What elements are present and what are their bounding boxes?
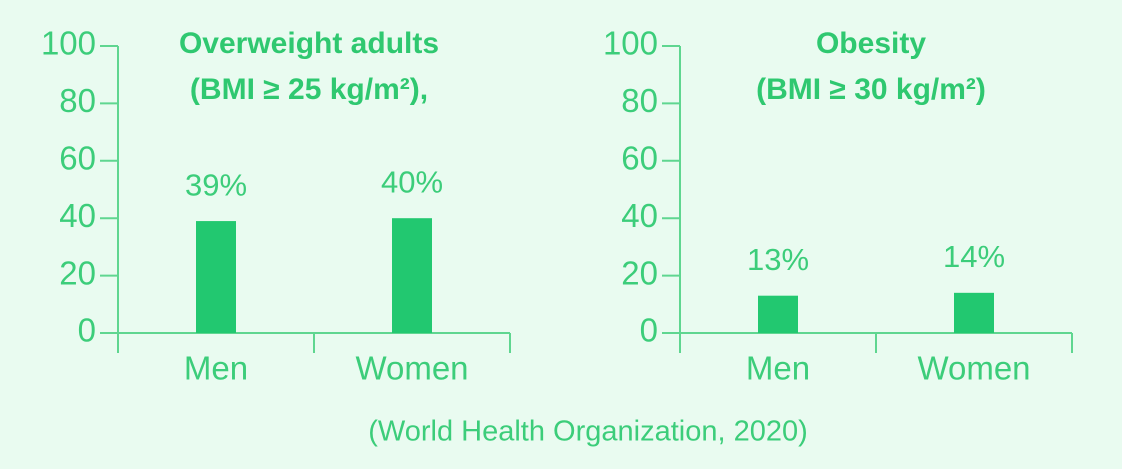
bar bbox=[954, 292, 994, 333]
x-tick-label: Men bbox=[184, 350, 248, 387]
y-tick-label: 20 bbox=[59, 254, 96, 291]
y-tick-label: 80 bbox=[621, 82, 658, 119]
bar bbox=[758, 295, 798, 333]
chart-title: (BMI ≥ 25 kg/m²), bbox=[190, 73, 428, 106]
y-tick-label: 40 bbox=[621, 197, 658, 234]
x-tick-label: Women bbox=[355, 350, 468, 387]
chart-title: (BMI ≥ 30 kg/m²) bbox=[756, 73, 986, 106]
value-label: 13% bbox=[747, 242, 809, 277]
y-tick-label: 60 bbox=[621, 140, 658, 177]
y-tick-label: 80 bbox=[59, 82, 96, 119]
chart-title: Overweight adults bbox=[179, 27, 439, 60]
y-tick-label: 100 bbox=[603, 25, 658, 62]
y-tick-label: 0 bbox=[640, 312, 658, 349]
source: (World Health Organization, 2020) bbox=[368, 416, 808, 448]
bar bbox=[392, 218, 432, 333]
value-label: 39% bbox=[185, 167, 247, 202]
x-tick-label: Men bbox=[746, 350, 810, 387]
y-tick-label: 100 bbox=[41, 25, 96, 62]
bar bbox=[196, 221, 236, 333]
y-tick-label: 60 bbox=[59, 140, 96, 177]
y-tick-label: 20 bbox=[621, 254, 658, 291]
value-label: 14% bbox=[943, 239, 1005, 274]
value-label: 40% bbox=[381, 164, 443, 199]
y-tick-label: 40 bbox=[59, 197, 96, 234]
y-tick-label: 0 bbox=[78, 312, 96, 349]
chart-title: Obesity bbox=[816, 27, 926, 60]
x-tick-label: Women bbox=[917, 350, 1030, 387]
